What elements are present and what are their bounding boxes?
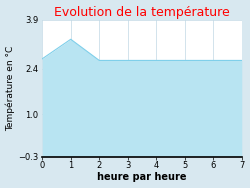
Y-axis label: Température en °C: Température en °C <box>6 45 15 131</box>
Title: Evolution de la température: Evolution de la température <box>54 6 230 19</box>
X-axis label: heure par heure: heure par heure <box>97 172 187 182</box>
